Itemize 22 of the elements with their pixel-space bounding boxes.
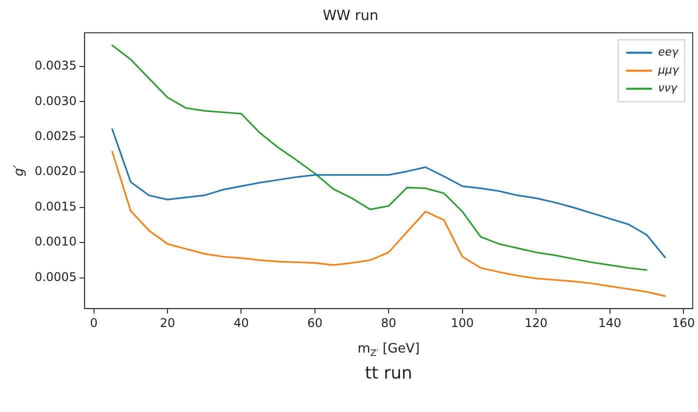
- y-tick-label: 0.0005: [34, 270, 77, 284]
- y-tick-label: 0.0035: [34, 58, 77, 73]
- x-tick-label: 60: [307, 316, 323, 330]
- y-tick-label: 0.0020: [34, 164, 77, 178]
- x-tick-label: 20: [160, 316, 176, 330]
- legend-label: eeγ: [658, 46, 679, 59]
- legend-label: ννγ: [658, 82, 678, 95]
- x-tick-label: 0: [90, 316, 98, 330]
- x-tick-label: 160: [672, 316, 695, 330]
- x-tick-label: 120: [524, 316, 548, 330]
- x-tick-label: 80: [380, 316, 396, 330]
- y-tick-label: 0.0030: [34, 94, 77, 108]
- x-tick-label: 140: [598, 316, 622, 330]
- x-tick-label: 100: [450, 316, 474, 330]
- y-tick-label: 0.0015: [34, 199, 77, 214]
- legend-label: μμγ: [657, 64, 680, 77]
- x-tick-label: 40: [234, 316, 249, 330]
- y-tick-label: 0.0025: [34, 129, 77, 144]
- y-axis-title: g′: [12, 165, 28, 176]
- text: tt run: [365, 364, 412, 384]
- y-tick-label: 0.0010: [34, 234, 77, 249]
- chart-title: WW run: [322, 8, 378, 24]
